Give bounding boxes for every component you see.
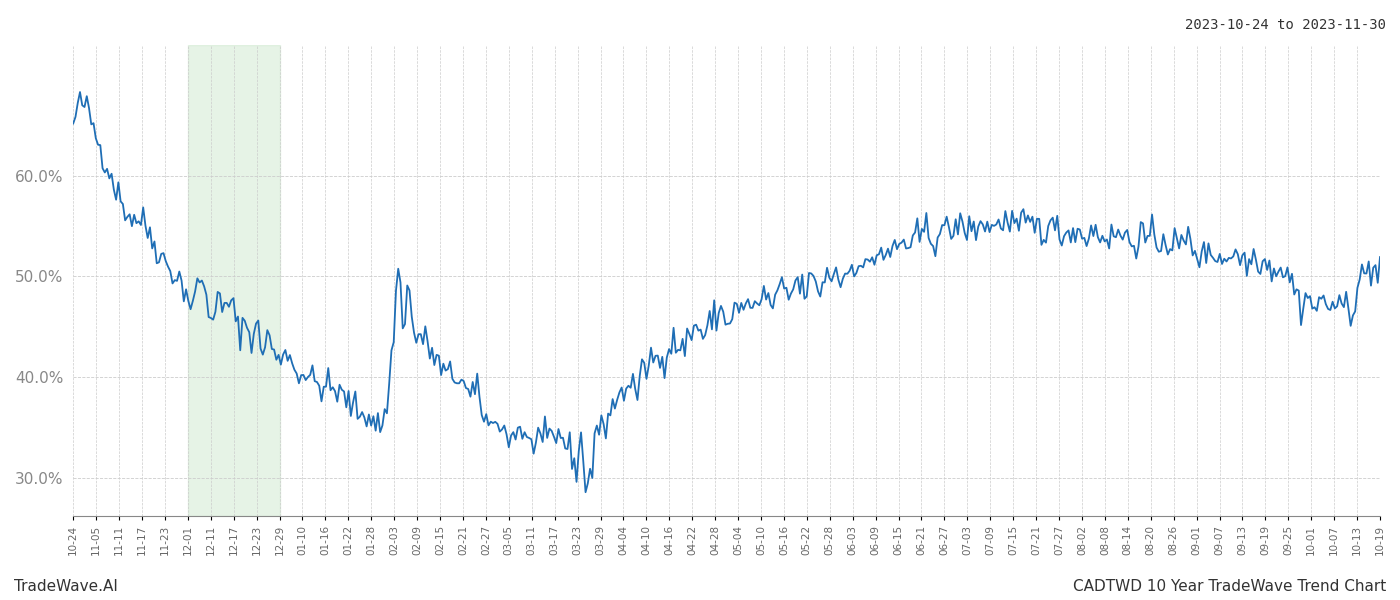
Text: TradeWave.AI: TradeWave.AI bbox=[14, 579, 118, 594]
Text: 2023-10-24 to 2023-11-30: 2023-10-24 to 2023-11-30 bbox=[1184, 18, 1386, 32]
Bar bbox=[188, 45, 280, 516]
Text: CADTWD 10 Year TradeWave Trend Chart: CADTWD 10 Year TradeWave Trend Chart bbox=[1072, 579, 1386, 594]
